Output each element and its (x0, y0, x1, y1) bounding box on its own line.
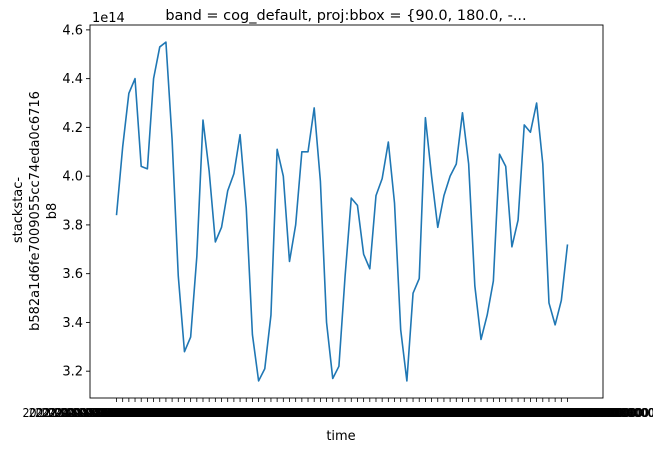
x-tick-label: 2022-00-00T00:00:00.000000000 (319, 406, 507, 420)
y-tick-label: 4.6 (62, 23, 83, 38)
x-tick-label: 2022-00-00T00:00:00.000000000 (368, 406, 556, 420)
x-tick-label: 2022-00-00T00:00:00.000000000 (406, 406, 594, 420)
x-tick-label: 2022-00-00T00:00:00.000000000 (233, 406, 421, 420)
x-tick-label: 2022-00-00T00:00:00.000000000 (338, 406, 526, 420)
x-tick-label: 2022-00-00T00:00:00.000000000 (208, 406, 396, 420)
x-tick-label: 2022-00-00T00:00:00.000000000 (356, 406, 544, 420)
x-tick-label: 2022-00-00T00:00:00.000000000 (41, 406, 229, 420)
x-tick-label: 2022-00-00T00:00:00.000000000 (214, 406, 402, 420)
x-tick-label: 2022-00-00T00:00:00.000000000 (430, 406, 618, 420)
plot-area: 2022-00-00T00:00:00.0000000002022-00-00T… (23, 23, 653, 420)
x-tick-label: 2022-00-00T00:00:00.000000000 (90, 406, 278, 420)
x-tick-label: 2022-00-00T00:00:00.000000000 (84, 406, 272, 420)
y-axis-label-line-2: b582a1d6fe7009055cc74eda0c6716 (28, 91, 43, 331)
x-tick-label: 2022-00-00T00:00:00.000000000 (455, 406, 643, 420)
x-tick-label: 2022-00-00T00:00:00.000000000 (109, 406, 297, 420)
x-tick-label: 2022-00-00T00:00:00.000000000 (47, 406, 235, 420)
x-tick-label: 2022-00-00T00:00:00.000000000 (282, 406, 470, 420)
plot-frame (89, 24, 604, 399)
series-line (115, 41, 569, 382)
x-tick-label: 2022-00-00T00:00:00.000000000 (171, 406, 359, 420)
x-tick-label: 2022-00-00T00:00:00.000000000 (474, 406, 653, 420)
x-tick-label: 2022-00-00T00:00:00.000000000 (202, 406, 390, 420)
x-tick-label: 2022-00-00T00:00:00.000000000 (325, 406, 513, 420)
x-tick-label: 2022-00-00T00:00:00.000000000 (23, 406, 211, 420)
x-tick-label: 2022-00-00T00:00:00.000000000 (412, 406, 600, 420)
y-tick-label: 3.8 (62, 218, 83, 233)
x-tick-label: 2022-00-00T00:00:00.000000000 (220, 406, 408, 420)
x-tick-label: 2022-00-00T00:00:00.000000000 (381, 406, 569, 420)
x-tick-label: 2022-00-00T00:00:00.000000000 (276, 406, 464, 420)
y-tick-label: 3.2 (62, 365, 83, 380)
x-tick-label: 2022-00-00T00:00:00.000000000 (393, 406, 581, 420)
x-tick-label: 2022-00-00T00:00:00.000000000 (189, 406, 377, 420)
x-tick-label: 2022-00-00T00:00:00.000000000 (344, 406, 532, 420)
x-tick-label: 2022-00-00T00:00:00.000000000 (467, 406, 653, 420)
x-tick-label: 2022-00-00T00:00:00.000000000 (251, 406, 439, 420)
x-tick-label: 2022-00-00T00:00:00.000000000 (29, 406, 217, 420)
x-tick-label: 2022-00-00T00:00:00.000000000 (443, 406, 631, 420)
x-tick-label: 2022-00-00T00:00:00.000000000 (301, 406, 489, 420)
x-tick-label: 2022-00-00T00:00:00.000000000 (449, 406, 637, 420)
x-tick-label: 2022-00-00T00:00:00.000000000 (424, 406, 612, 420)
x-tick-label: 2022-00-00T00:00:00.000000000 (387, 406, 575, 420)
x-tick-label: 2022-00-00T00:00:00.000000000 (263, 406, 451, 420)
x-tick-label: 2022-00-00T00:00:00.000000000 (35, 406, 223, 420)
y-offset-label: 1e14 (92, 11, 125, 26)
x-tick-label: 2022-00-00T00:00:00.000000000 (140, 406, 328, 420)
x-tick-label: 2022-00-00T00:00:00.000000000 (331, 406, 519, 420)
x-tick-label: 2022-00-00T00:00:00.000000000 (239, 406, 427, 420)
x-tick-label: 2022-00-00T00:00:00.000000000 (165, 406, 353, 420)
x-tick-label: 2022-00-00T00:00:00.000000000 (128, 406, 316, 420)
y-tick-label: 3.4 (62, 316, 83, 331)
x-axis: 2022-00-00T00:00:00.0000000002022-00-00T… (23, 398, 653, 420)
y-axis: 3.2 3.4 3.6 3.8 4.0 4.2 4.4 4.6 (62, 23, 90, 380)
x-tick-label: 2022-00-00T00:00:00.000000000 (399, 406, 587, 420)
x-tick-label: 2022-00-00T00:00:00.000000000 (257, 406, 445, 420)
x-tick-label: 2022-00-00T00:00:00.000000000 (245, 406, 433, 420)
x-tick-label: 2022-00-00T00:00:00.000000000 (78, 406, 266, 420)
chart-title: band = cog_default, proj:bbox = {90.0, 1… (165, 8, 526, 24)
x-tick-label: 2022-00-00T00:00:00.000000000 (53, 406, 241, 420)
x-tick-label: 2022-00-00T00:00:00.000000000 (436, 406, 624, 420)
x-tick-label: 2022-00-00T00:00:00.000000000 (134, 406, 322, 420)
x-tick-label: 2022-00-00T00:00:00.000000000 (97, 406, 285, 420)
x-tick-label: 2022-00-00T00:00:00.000000000 (72, 406, 260, 420)
x-tick-label: 2022-00-00T00:00:00.000000000 (288, 406, 476, 420)
y-axis-label-line-1: stackstac- (11, 177, 26, 243)
y-tick-label: 3.6 (62, 267, 83, 282)
x-tick-label: 2022-00-00T00:00:00.000000000 (103, 406, 291, 420)
y-tick-label: 4.4 (62, 72, 83, 87)
x-tick-label: 2022-00-00T00:00:00.000000000 (195, 406, 383, 420)
x-tick-label: 2022-00-00T00:00:00.000000000 (177, 406, 365, 420)
x-tick-label: 2022-00-00T00:00:00.000000000 (226, 406, 414, 420)
y-axis-label: stackstac- b582a1d6fe7009055cc74eda0c671… (11, 91, 60, 331)
x-tick-label: 2022-00-00T00:00:00.000000000 (362, 406, 550, 420)
x-tick-label: 2022-00-00T00:00:00.000000000 (375, 406, 563, 420)
x-tick-label: 2022-00-00T00:00:00.000000000 (294, 406, 482, 420)
x-tick-label: 2022-00-00T00:00:00.000000000 (152, 406, 340, 420)
y-tick-label: 4.2 (62, 121, 83, 136)
y-axis-label-line-3: b8 (45, 203, 60, 220)
x-tick-label: 2022-00-00T00:00:00.000000000 (270, 406, 458, 420)
x-axis-label: time (326, 429, 355, 444)
x-tick-label: 2022-00-00T00:00:00.000000000 (461, 406, 649, 420)
x-tick-label: 2022-00-00T00:00:00.000000000 (115, 406, 303, 420)
x-tick-label: 2022-00-00T00:00:00.000000000 (60, 406, 248, 420)
x-tick-label: 2022-00-00T00:00:00.000000000 (313, 406, 501, 420)
x-tick-label: 2022-00-00T00:00:00.000000000 (307, 406, 495, 420)
x-tick-label: 2022-00-00T00:00:00.000000000 (183, 406, 371, 420)
y-tick-label: 4.0 (62, 170, 83, 185)
x-tick-label: 2022-00-00T00:00:00.000000000 (418, 406, 606, 420)
x-tick-label: 2022-00-00T00:00:00.000000000 (121, 406, 309, 420)
x-tick-label: 2022-00-00T00:00:00.000000000 (146, 406, 334, 420)
x-tick-label: 2022-00-00T00:00:00.000000000 (350, 406, 538, 420)
x-tick-label: 2022-00-00T00:00:00.000000000 (158, 406, 346, 420)
x-tick-label: 2022-00-00T00:00:00.000000000 (66, 406, 254, 420)
